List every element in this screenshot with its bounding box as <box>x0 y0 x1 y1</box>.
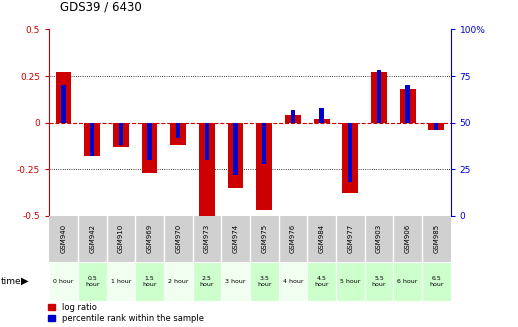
Bar <box>164 262 193 301</box>
Text: GSM984: GSM984 <box>319 224 325 253</box>
Text: 4 hour: 4 hour <box>283 279 303 284</box>
Text: 3 hour: 3 hour <box>225 279 246 284</box>
Bar <box>307 262 336 301</box>
Bar <box>193 262 221 301</box>
Text: GSM969: GSM969 <box>147 224 153 253</box>
Bar <box>107 262 135 301</box>
Text: GSM973: GSM973 <box>204 224 210 253</box>
Bar <box>148 123 152 160</box>
Text: 4.5
hour: 4.5 hour <box>314 276 329 287</box>
Text: 0 hour: 0 hour <box>53 279 74 284</box>
Bar <box>256 123 272 210</box>
Bar <box>90 123 94 156</box>
Text: 6.5
hour: 6.5 hour <box>429 276 443 287</box>
Text: ▶: ▶ <box>21 276 28 286</box>
Bar <box>400 89 415 123</box>
Legend: log ratio, percentile rank within the sample: log ratio, percentile rank within the sa… <box>48 303 204 323</box>
Bar <box>135 262 164 301</box>
Bar <box>428 123 444 130</box>
Bar <box>377 70 381 123</box>
Bar <box>279 262 307 301</box>
Text: 0.5
hour: 0.5 hour <box>85 276 99 287</box>
Bar <box>422 262 451 301</box>
Text: 6 hour: 6 hour <box>397 279 418 284</box>
Bar <box>221 262 250 301</box>
Bar <box>170 123 186 145</box>
Bar <box>113 123 129 147</box>
Bar <box>119 123 123 145</box>
Text: GDS39 / 6430: GDS39 / 6430 <box>60 0 141 13</box>
Bar <box>365 262 393 301</box>
Text: 3.5
hour: 3.5 hour <box>257 276 271 287</box>
Bar <box>49 262 78 301</box>
Bar <box>434 123 438 130</box>
Bar <box>205 123 209 160</box>
Text: GSM985: GSM985 <box>434 224 439 253</box>
Text: 2.5
hour: 2.5 hour <box>199 276 214 287</box>
Bar <box>314 119 329 123</box>
Bar <box>199 123 215 216</box>
Bar <box>291 110 295 123</box>
Text: GSM975: GSM975 <box>261 224 267 253</box>
Bar <box>78 262 107 301</box>
Bar <box>342 123 358 194</box>
Text: GSM942: GSM942 <box>89 224 95 253</box>
Bar <box>336 262 365 301</box>
Text: GSM903: GSM903 <box>376 224 382 253</box>
Bar <box>406 85 410 123</box>
Bar <box>262 123 266 164</box>
Text: GSM940: GSM940 <box>61 224 66 253</box>
Bar <box>228 123 243 188</box>
Bar <box>234 123 238 175</box>
Bar <box>320 108 324 123</box>
Text: 5.5
hour: 5.5 hour <box>372 276 386 287</box>
Text: time: time <box>1 277 22 286</box>
Text: GSM974: GSM974 <box>233 224 239 253</box>
Bar <box>62 85 66 123</box>
Text: 1.5
hour: 1.5 hour <box>142 276 157 287</box>
Text: GSM970: GSM970 <box>175 224 181 253</box>
Bar <box>371 72 387 123</box>
Bar <box>250 262 279 301</box>
Bar <box>393 262 422 301</box>
Bar <box>285 115 301 123</box>
Text: 1 hour: 1 hour <box>111 279 131 284</box>
Bar <box>84 123 100 156</box>
Text: GSM976: GSM976 <box>290 224 296 253</box>
Text: 2 hour: 2 hour <box>168 279 189 284</box>
Text: 5 hour: 5 hour <box>340 279 361 284</box>
Text: GSM906: GSM906 <box>405 224 411 253</box>
Bar <box>348 123 352 182</box>
Bar <box>142 123 157 173</box>
Text: GSM977: GSM977 <box>347 224 353 253</box>
Bar <box>176 123 180 138</box>
Text: GSM910: GSM910 <box>118 224 124 253</box>
Bar <box>55 72 71 123</box>
